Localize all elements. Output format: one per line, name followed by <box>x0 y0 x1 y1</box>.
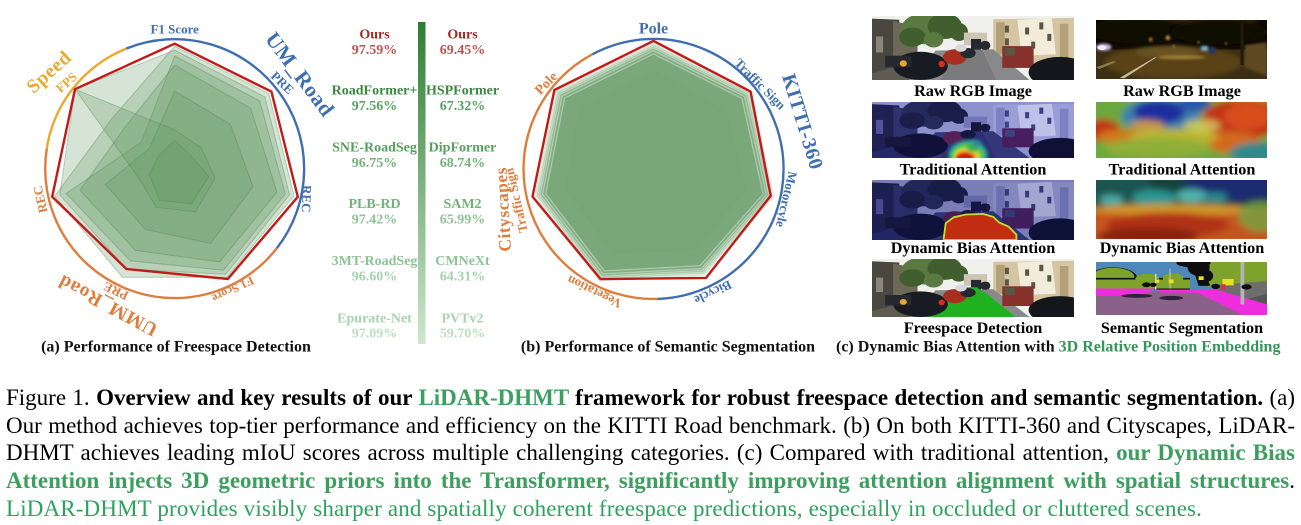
svg-text:DipFormer: DipFormer <box>429 141 497 156</box>
svg-text:Raw RGB Image: Raw RGB Image <box>1123 82 1241 100</box>
svg-text:HSPFormer: HSPFormer <box>426 84 499 99</box>
svg-text:REC: REC <box>30 184 51 214</box>
svg-text:Traditional Attention: Traditional Attention <box>900 161 1047 179</box>
svg-text:Freespace Detection: Freespace Detection <box>904 319 1043 337</box>
svg-text:97.59%: 97.59% <box>352 43 398 58</box>
svg-text:67.32%: 67.32% <box>440 99 486 114</box>
svg-text:(b) Performance of Semantic Se: (b) Performance of Semantic Segmentation <box>521 339 815 356</box>
svg-text:65.99%: 65.99% <box>440 212 486 227</box>
svg-text:PLB-RD: PLB-RD <box>348 197 400 212</box>
svg-text:CMNeXt: CMNeXt <box>435 254 490 269</box>
svg-text:68.74%: 68.74% <box>440 156 486 171</box>
svg-text:Pole: Pole <box>639 21 668 38</box>
svg-text:(a) Performance of Freespace D: (a) Performance of Freespace Detection <box>41 339 311 356</box>
svg-text:SNE-RoadSeg: SNE-RoadSeg <box>332 141 417 156</box>
svg-text:RoadFormer+: RoadFormer+ <box>332 84 418 99</box>
svg-text:Bicycle: Bicycle <box>692 277 734 308</box>
svg-text:97.42%: 97.42% <box>352 212 398 227</box>
svg-text:69.45%: 69.45% <box>440 43 486 58</box>
svg-text:Motorcyle: Motorcyle <box>773 170 800 229</box>
svg-text:59.70%: 59.70% <box>440 327 486 342</box>
svg-text:Traditional Attention: Traditional Attention <box>1109 161 1256 179</box>
svg-text:REC: REC <box>299 185 315 213</box>
svg-text:Semantic Segmentation: Semantic Segmentation <box>1101 319 1263 337</box>
svg-text:(c) Dynamic Bias Attention wit: (c) Dynamic Bias Attention with 3D Relat… <box>836 339 1280 356</box>
svg-text:3MT-RoadSeg: 3MT-RoadSeg <box>332 254 418 269</box>
svg-text:Cityscapes: Cityscapes <box>491 167 515 253</box>
svg-text:F1 Score: F1 Score <box>150 22 199 37</box>
svg-text:96.75%: 96.75% <box>352 156 398 171</box>
svg-text:KITTI-360: KITTI-360 <box>777 71 827 172</box>
svg-text:PVTv2: PVTv2 <box>442 311 484 326</box>
svg-text:Dynamic Bias Attention: Dynamic Bias Attention <box>1100 239 1265 257</box>
svg-text:97.56%: 97.56% <box>352 99 398 114</box>
svg-text:Raw RGB Image: Raw RGB Image <box>914 82 1032 100</box>
svg-text:Ours: Ours <box>359 28 390 43</box>
svg-text:96.60%: 96.60% <box>352 270 398 285</box>
svg-text:SAM2: SAM2 <box>443 197 481 212</box>
svg-text:97.09%: 97.09% <box>352 327 398 342</box>
svg-text:Epurate-Net: Epurate-Net <box>337 311 412 326</box>
svg-text:Dynamic Bias Attention: Dynamic Bias Attention <box>891 239 1056 257</box>
svg-text:64.31%: 64.31% <box>440 270 486 285</box>
svg-text:Ours: Ours <box>447 28 478 43</box>
